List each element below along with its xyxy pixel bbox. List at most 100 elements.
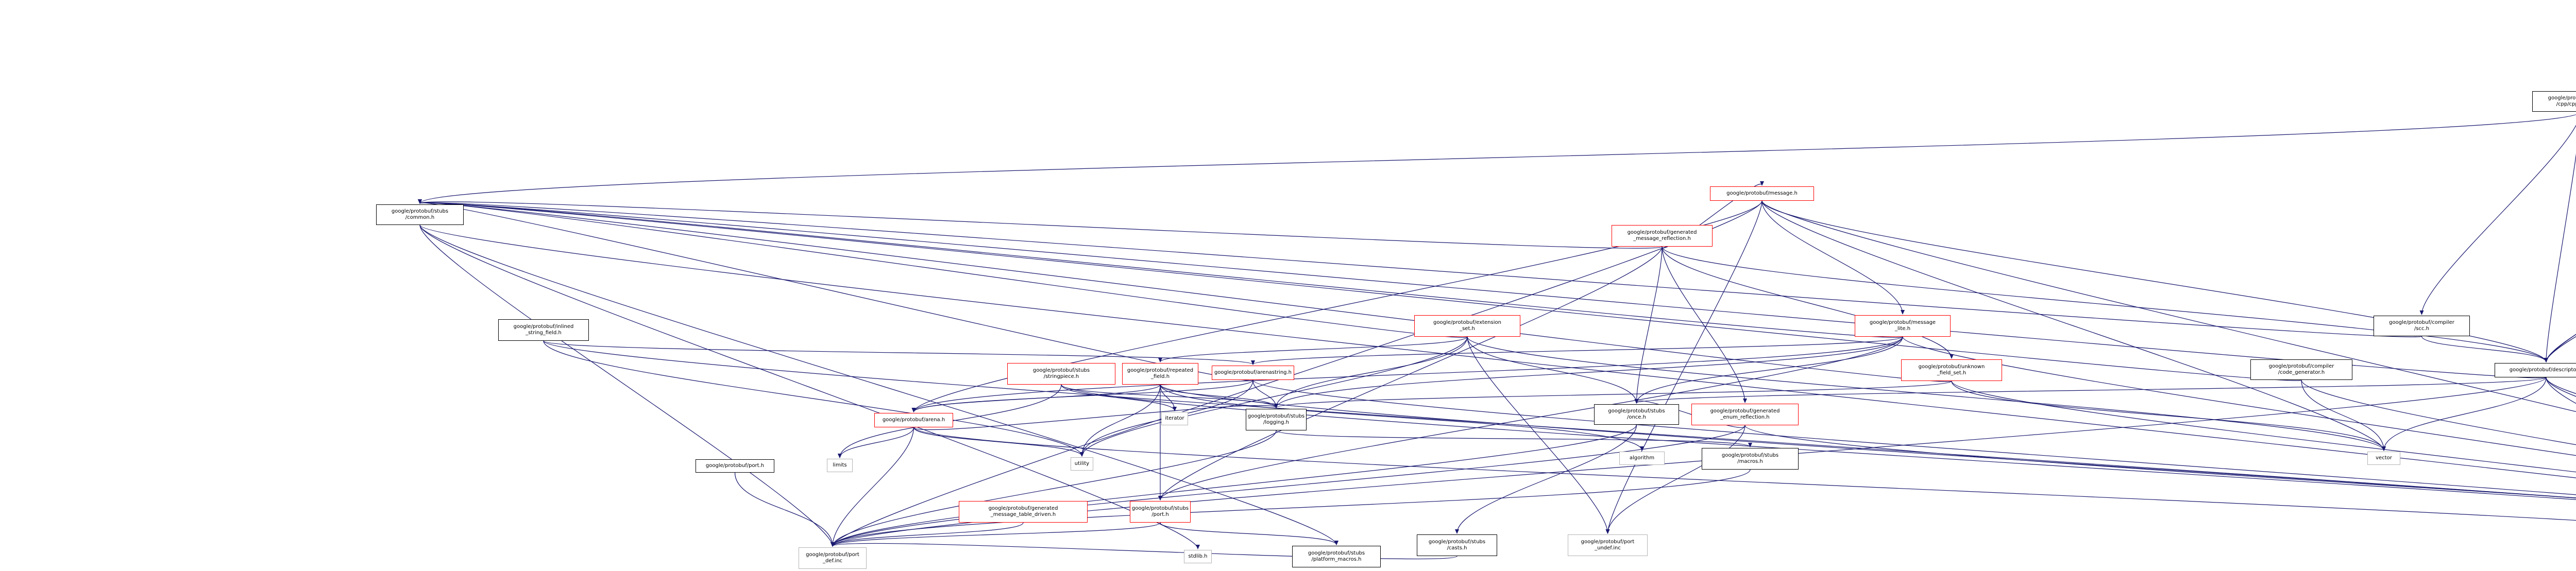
include-edge-descriptor-to-vector [2382, 377, 2547, 451]
include-edge-extension_set-to-logging [1274, 336, 1468, 408]
graph-node-unknown_field_set[interactable]: google/protobuf/unknown _field_set.h [1901, 359, 2002, 381]
graph-node-repeated_field[interactable]: google/protobuf/repeated _field.h [1122, 363, 1198, 385]
graph-node-arena[interactable]: google/protobuf/arena.h [874, 413, 953, 427]
graph-node-platform_macros[interactable]: google/protobuf/stubs /platform_macros.h [1292, 546, 1381, 567]
graph-node-port_undef[interactable]: google/protobuf/port _undef.inc [1568, 534, 1648, 556]
include-edge-scc-to-stubs_common [418, 199, 2422, 337]
include-edge-stringpiece-to-string [1061, 384, 2576, 500]
include-edge-message-to-arena [911, 200, 1762, 412]
include-edge-message_lite-to-stubs_port [1158, 336, 1903, 500]
graph-node-message[interactable]: google/protobuf/message.h [1710, 186, 1814, 201]
include-edge-stringpiece-to-iterator [1061, 384, 1177, 411]
include-edge-arena-to-logging [913, 403, 1278, 430]
include-edge-cpp_message-to-descriptor [2544, 334, 2576, 362]
include-edge-message_lite-to-arena [911, 336, 1903, 412]
include-edge-arena-to-utility [913, 427, 1084, 457]
include-edge-logging-to-macros [1276, 430, 1752, 447]
include-edge-inlined_string_field-to-string [543, 340, 2576, 499]
include-edge-gen_msg_reflection-to-stubs_common [418, 199, 1663, 249]
include-edge-layout_helper-to-descriptor [2544, 334, 2576, 362]
include-edge-arenastring-to-string [1252, 379, 2576, 495]
graph-node-limits[interactable]: limits [827, 459, 853, 472]
graph-node-table_driven[interactable]: google/protobuf/generated _message_table… [959, 501, 1088, 523]
include-edge-repeated_field-to-string [1160, 384, 2576, 498]
include-edge-descriptor-to-memory [2546, 377, 2576, 404]
include-edge-gen_msg_reflection-to-unknown_field_set [1662, 246, 1954, 359]
graph-node-scc[interactable]: google/protobuf/compiler /scc.h [2374, 316, 2470, 336]
include-edge-arena-to-memory [913, 427, 2576, 521]
include-edge-code_generator-to-vector [2301, 379, 2386, 451]
include-edge-code_generator-to-stubs_common [418, 199, 2302, 381]
include-edge-gen_enum_reflection-to-port_def [831, 425, 1745, 547]
graph-node-message_lite[interactable]: google/protobuf/message _lite.h [1855, 315, 1951, 337]
include-edge-cpp_helpers-to-stubs_common [418, 114, 2576, 204]
include-edge-logging-to-port_def [831, 430, 1277, 547]
include-edge-casts-to-port_def [831, 542, 1458, 560]
graph-node-inlined_string_field[interactable]: google/protobuf/inlined _string_field.h [498, 319, 589, 341]
graph-node-code_generator[interactable]: google/protobuf/compiler /code_generator… [2250, 359, 2352, 380]
include-edge-repeated_field-to-utility [1080, 384, 1161, 457]
graph-node-iterator[interactable]: iterator [1161, 412, 1188, 425]
graph-node-algorithm[interactable]: algorithm [1619, 452, 1665, 465]
include-edge-message-to-message_lite [1761, 200, 1905, 315]
include-edge-message-to-port_undef [1605, 200, 1762, 534]
include-edge-cpp_helpers-to-descriptor [2544, 153, 2576, 362]
graph-node-stubs_port[interactable]: google/protobuf/stubs /port.h [1130, 501, 1191, 523]
include-edge-unknown_field_set-to-vector [1951, 380, 2386, 451]
graph-node-gen_enum_reflection[interactable]: google/protobuf/generated _enum_reflecti… [1691, 404, 1799, 425]
include-edge-descriptor-to-string [2546, 377, 2576, 397]
graph-node-utility[interactable]: utility [1071, 457, 1093, 471]
include-edge-inlined_string_field-to-utility [543, 340, 1084, 457]
include-edge-message_lite-to-stubs_common [418, 199, 1903, 338]
include-edge-once-to-casts [1455, 424, 1637, 534]
graph-node-logging[interactable]: google/protobuf/stubs /logging.h [1246, 409, 1307, 430]
include-edge-message-to-descriptor [1761, 200, 2548, 362]
graph-node-arenastring[interactable]: google/protobuf/arenastring.h [1212, 366, 1294, 380]
include-edge-arena-to-limits [838, 427, 914, 458]
include-edge-message_lite-to-string [1902, 336, 2576, 456]
graph-node-stringpiece[interactable]: google/protobuf/stubs /stringpiece.h [1007, 363, 1115, 385]
graph-node-port[interactable]: google/protobuf/port.h [696, 459, 774, 473]
include-edge-extension_set-to-utility [1080, 336, 1468, 457]
include-edge-unknown_field_set-to-string [1951, 380, 2576, 473]
include-edge-cpp_helpers-to-scc [2419, 125, 2576, 315]
include-edge-arena-to-port_def [831, 427, 914, 547]
graph-node-casts[interactable]: google/protobuf/stubs /casts.h [1417, 534, 1497, 556]
include-edge-stubs_common-to-string [419, 224, 2576, 478]
graph-node-once[interactable]: google/protobuf/stubs /once.h [1594, 404, 1679, 425]
include-edge-stubs_port-to-platform_macros [1160, 522, 1338, 545]
include-edge-stubs_common-to-platform_macros [419, 224, 1338, 545]
include-edge-once-to-port_def [831, 424, 1637, 547]
include-edge-gen_enum_reflection-to-port_undef [1605, 425, 1745, 534]
include-edge-gen_msg_reflection-to-once [1634, 246, 1663, 404]
include-edge-scc-to-descriptor [2421, 336, 2548, 362]
include-edge-arenastring-to-stubs_common [418, 199, 1253, 381]
include-edge-port-to-port_def [734, 472, 835, 547]
graph-node-vector[interactable]: vector [2367, 452, 2400, 465]
include-edge-extension_set-to-stubs_common [418, 199, 1468, 338]
graph-node-descriptor[interactable]: google/protobuf/descriptor.h [2495, 363, 2576, 377]
include-edge-descriptor-to-set [2546, 377, 2576, 394]
include-edge-code_generator-to-string [2301, 379, 2576, 445]
include-edge-gen_enum_reflection-to-once [1634, 399, 1745, 428]
graph-node-cpp_helpers[interactable]: google/protobuf/compiler /cpp/cpp_helper… [2532, 91, 2576, 112]
include-edge-message_lite-to-once [1634, 336, 1903, 404]
include-edge-gen_msg_reflection-to-stubs_port [1158, 246, 1663, 500]
graph-node-macros[interactable]: google/protobuf/stubs /macros.h [1702, 448, 1799, 470]
graph-node-stubs_common[interactable]: google/protobuf/stubs /common.h [376, 204, 464, 225]
include-edge-gen_msg_reflection-to-message [1662, 181, 1764, 249]
graph-node-stdlib[interactable]: stdlib.h [1184, 550, 1212, 563]
include-edge-stubs_port-to-port_def [831, 522, 1161, 547]
include-edge-descriptor-to-port_def [831, 377, 2547, 547]
include-edge-unknown_field_set-to-stubs_common [418, 199, 1952, 382]
include-edge-message-to-vector [1761, 200, 2386, 451]
include-edge-gen_msg_reflection-to-descriptor [1662, 246, 2548, 362]
include-edge-descriptor-to-stubs_common [418, 199, 2547, 378]
graph-node-extension_set[interactable]: google/protobuf/extension _set.h [1414, 315, 1520, 337]
include-edge-gen_msg_reflection-to-gen_enum_reflection [1662, 246, 1747, 403]
graph-node-port_def[interactable]: google/protobuf/port _def.inc [799, 547, 867, 569]
include-edge-macros-to-port_def [831, 469, 1751, 547]
graph-node-gen_msg_reflection[interactable]: google/protobuf/generated _message_refle… [1612, 225, 1713, 247]
